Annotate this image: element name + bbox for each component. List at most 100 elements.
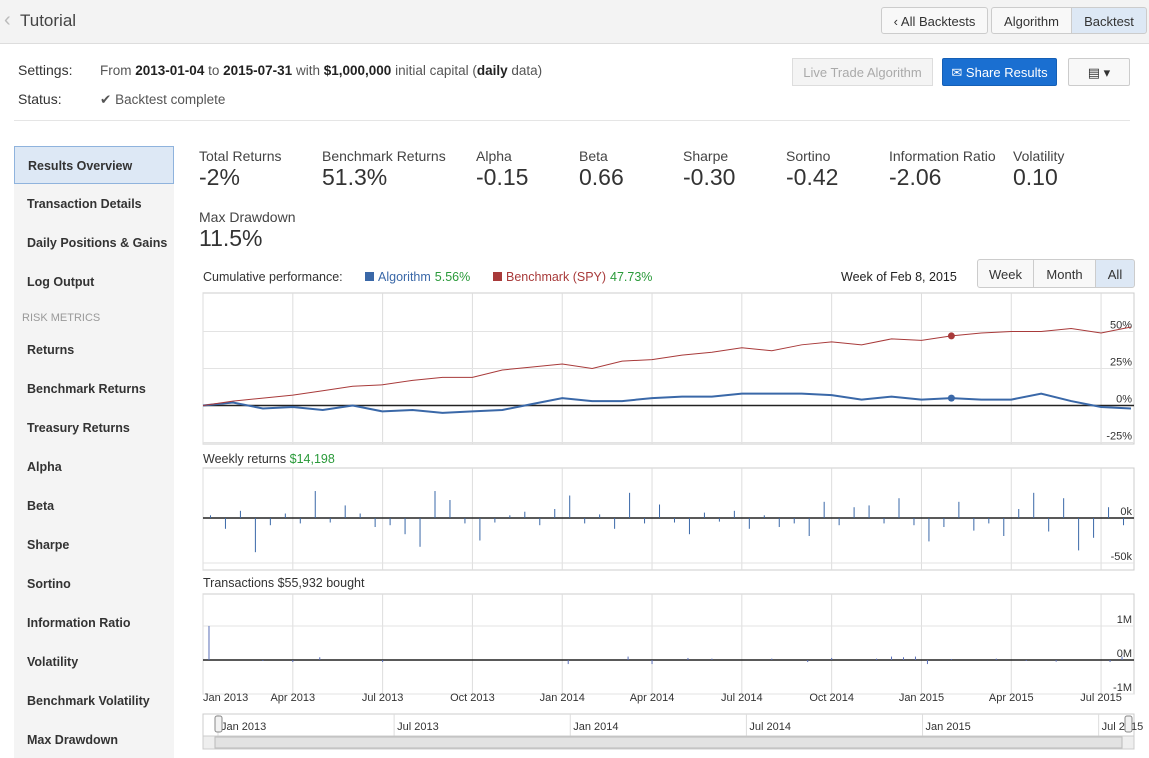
- legend-entry[interactable]: Algorithm 5.56%: [378, 270, 470, 284]
- bar: [659, 504, 661, 519]
- bar: [902, 657, 904, 660]
- x-tick-label: Oct 2014: [809, 692, 854, 704]
- sidebar-item[interactable]: Benchmark Returns: [14, 369, 174, 407]
- sidebar-label: Beta: [27, 499, 55, 513]
- nav-button[interactable]: Algorithm: [991, 7, 1072, 34]
- sidebar-item[interactable]: Returns: [14, 330, 174, 368]
- metric-label: Max Drawdown: [199, 209, 296, 225]
- sidebar-item[interactable]: Max Drawdown: [14, 720, 174, 758]
- sidebar-item[interactable]: Daily Positions & Gains: [14, 224, 174, 262]
- bar: [434, 491, 436, 519]
- sidebar-item[interactable]: Treasury Returns: [14, 408, 174, 446]
- bar: [539, 518, 541, 526]
- bar: [928, 518, 930, 542]
- settings-text: From 2013-01-04 to 2015-07-31 with $1,00…: [100, 63, 542, 78]
- menu-button[interactable]: ▤ ▾: [1068, 58, 1130, 86]
- bar: [1025, 659, 1027, 662]
- sidebar-item[interactable]: Benchmark Volatility: [14, 681, 174, 719]
- hover-marker: [947, 394, 955, 402]
- sidebar-label: Log Output: [27, 275, 95, 289]
- sidebar-item[interactable]: Sharpe: [14, 525, 174, 563]
- bar: [382, 659, 384, 663]
- share-button[interactable]: ✉ Share Results: [942, 58, 1057, 86]
- bar: [1003, 518, 1005, 536]
- bar: [209, 515, 211, 519]
- navigator-label: Jan 2014: [573, 721, 618, 733]
- chart-title: Transactions $55,932 bought: [203, 576, 365, 590]
- bar: [748, 518, 750, 529]
- bar: [569, 495, 571, 519]
- x-tick-label: Apr 2014: [630, 692, 675, 704]
- navigator-label: Jul 2013: [397, 721, 439, 733]
- y-tick-label: 0k: [1120, 506, 1132, 518]
- bar: [344, 505, 346, 519]
- metric-label: Beta: [579, 148, 608, 164]
- metric-label: Volatility: [1013, 148, 1065, 164]
- bar: [891, 656, 893, 660]
- sidebar-label: Benchmark Returns: [27, 382, 146, 396]
- text: with: [295, 63, 320, 78]
- live-trade-button[interactable]: Live Trade Algorithm: [792, 58, 933, 86]
- metric-label: Sortino: [786, 148, 831, 164]
- chat-icon: ✉: [951, 65, 966, 80]
- navigator-handle[interactable]: [214, 715, 223, 733]
- top-bar: ‹ Tutorial ‹ All Backtests Algorithm Bac…: [0, 0, 1149, 44]
- bar: [1109, 659, 1111, 663]
- metric-value: 0.10: [1013, 164, 1058, 190]
- x-tick-label: Apr 2015: [989, 692, 1034, 704]
- sidebar-label: Daily Positions & Gains: [27, 236, 168, 250]
- share-label: Share Results: [965, 65, 1048, 80]
- chart-title: Weekly returns $14,198: [203, 452, 335, 466]
- sidebar-item[interactable]: Alpha: [14, 447, 174, 485]
- nav-button[interactable]: Backtest: [1071, 7, 1147, 34]
- divider: [14, 120, 1130, 121]
- y-tick-label: 25%: [1110, 356, 1132, 368]
- x-tick-label: Oct 2013: [450, 692, 495, 704]
- bar: [627, 656, 629, 660]
- bar: [524, 511, 526, 519]
- bar: [567, 659, 569, 665]
- bar: [449, 500, 451, 519]
- bar: [208, 625, 210, 660]
- sidebar-label: Benchmark Volatility: [27, 694, 150, 708]
- scrollbar-thumb[interactable]: [214, 736, 1123, 749]
- range-button[interactable]: Month: [1033, 259, 1096, 288]
- hover-label: Week of Feb 8, 2015: [841, 270, 957, 284]
- bar: [319, 657, 321, 660]
- sidebar-item[interactable]: Transaction Details: [14, 185, 174, 223]
- sidebar-item[interactable]: Results Overview: [14, 146, 174, 184]
- nav-button[interactable]: ‹ All Backtests: [881, 7, 988, 34]
- bar: [254, 518, 256, 553]
- sidebar-label: Alpha: [27, 460, 62, 474]
- title: Weekly returns: [203, 452, 287, 466]
- bar: [299, 518, 301, 524]
- bar: [494, 518, 496, 523]
- sidebar-item[interactable]: Volatility: [14, 642, 174, 680]
- range-button[interactable]: Week: [977, 259, 1034, 288]
- sidebar-label: Treasury Returns: [27, 421, 130, 435]
- x-tick-label: Jul 2013: [362, 692, 404, 704]
- navigator-label: Jan 2015: [926, 721, 971, 733]
- navigator-handle[interactable]: [1124, 715, 1133, 733]
- x-tick-label: Jul 2015: [1080, 692, 1122, 704]
- metric-value: -0.30: [683, 164, 736, 190]
- legend-value: 5.56%: [434, 270, 471, 284]
- bar: [688, 518, 690, 535]
- bar: [883, 518, 885, 524]
- range-button[interactable]: All: [1095, 259, 1135, 288]
- metric-value: -2%: [199, 164, 240, 190]
- sidebar-item[interactable]: Information Ratio: [14, 603, 174, 641]
- sidebar-item[interactable]: Beta: [14, 486, 174, 524]
- metric-value: -0.15: [476, 164, 529, 190]
- end-date: 2015-07-31: [223, 63, 293, 78]
- sidebar-item[interactable]: Log Output: [14, 263, 174, 301]
- bar: [943, 518, 945, 528]
- legend-entry[interactable]: Benchmark (SPY) 47.73%: [506, 270, 652, 284]
- sidebar-label: Results Overview: [28, 159, 133, 173]
- sidebar-label: Sortino: [27, 577, 71, 591]
- sidebar-item[interactable]: Sortino: [14, 564, 174, 602]
- bar: [1048, 518, 1050, 532]
- back-chevron[interactable]: ‹: [4, 9, 11, 31]
- capital: $1,000,000: [323, 63, 392, 78]
